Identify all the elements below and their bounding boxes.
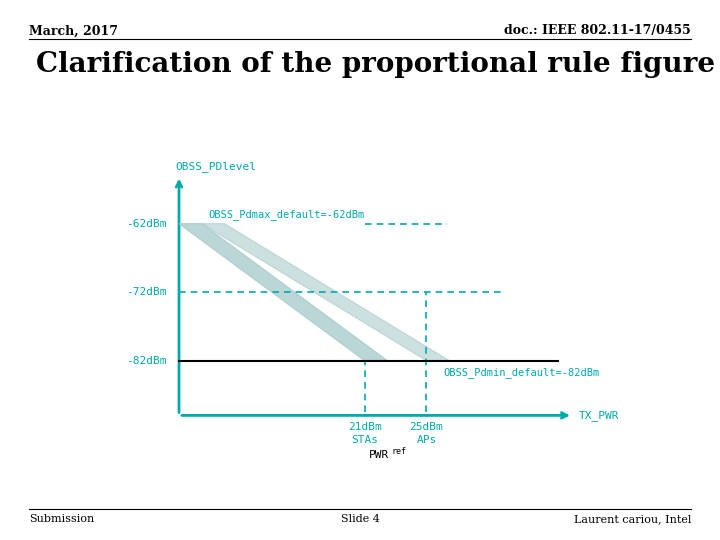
Text: -72dBm: -72dBm — [126, 287, 166, 297]
Text: March, 2017: March, 2017 — [29, 24, 118, 37]
Text: PWR: PWR — [369, 450, 390, 460]
Text: APs: APs — [416, 435, 436, 444]
Text: OBSS_PDlevel: OBSS_PDlevel — [175, 161, 256, 172]
Polygon shape — [202, 224, 449, 361]
Text: STAs: STAs — [351, 435, 378, 444]
Text: doc.: IEEE 802.11-17/0455: doc.: IEEE 802.11-17/0455 — [505, 24, 691, 37]
Text: Clarification of the proportional rule figure: Clarification of the proportional rule f… — [36, 51, 715, 78]
Text: -62dBm: -62dBm — [126, 219, 166, 228]
Text: OBSS_Pdmin_default=-82dBm: OBSS_Pdmin_default=-82dBm — [443, 367, 599, 379]
Text: Laurent cariou, Intel: Laurent cariou, Intel — [574, 514, 691, 524]
Text: TX_PWR: TX_PWR — [579, 410, 619, 421]
Text: 21dBm: 21dBm — [348, 422, 382, 432]
Text: ref: ref — [392, 447, 406, 456]
Text: OBSS_Pdmax_default=-62dBm: OBSS_Pdmax_default=-62dBm — [208, 210, 364, 220]
Text: Slide 4: Slide 4 — [341, 514, 379, 524]
Text: 25dBm: 25dBm — [410, 422, 444, 432]
Polygon shape — [179, 224, 387, 361]
Text: Submission: Submission — [29, 514, 94, 524]
Text: -82dBm: -82dBm — [126, 356, 166, 366]
